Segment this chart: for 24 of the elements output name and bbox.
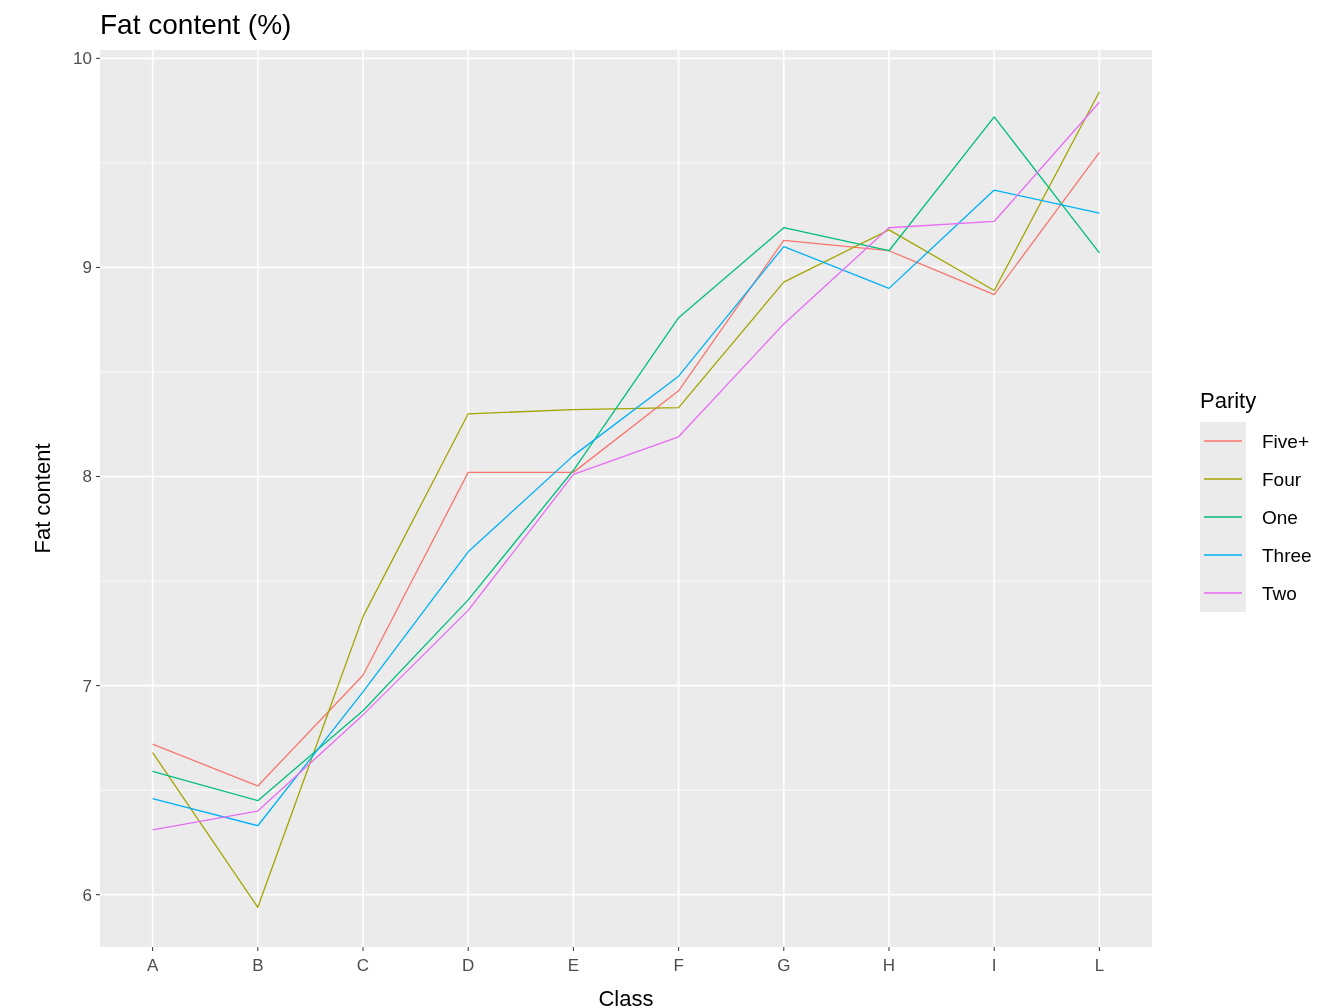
x-tick-label: L: [1094, 956, 1105, 975]
legend-label: Four: [1262, 468, 1302, 490]
x-tick-label: B: [252, 956, 264, 975]
legend-title: Parity: [1200, 388, 1257, 413]
x-tick-label: I: [991, 956, 997, 975]
x-tick-label: H: [882, 956, 896, 975]
y-tick-label: 8: [82, 467, 92, 487]
legend-label: Two: [1262, 582, 1297, 604]
legend-label: Three: [1262, 544, 1312, 566]
y-axis-title: Fat content: [30, 443, 55, 554]
legend-label: Five+: [1262, 430, 1309, 452]
x-tick-label: C: [356, 956, 370, 975]
legend-label: One: [1262, 506, 1298, 528]
y-tick-label: 9: [82, 258, 92, 278]
x-axis-title: Class: [598, 986, 654, 1008]
y-tick-label: 6: [82, 885, 92, 905]
y-tick-label: 10: [73, 49, 92, 69]
x-tick-label: E: [567, 956, 580, 975]
x-tick-label: D: [462, 956, 475, 975]
chart-title: Fat content (%): [100, 9, 292, 40]
y-tick-label: 7: [82, 676, 92, 696]
x-tick-label: F: [673, 956, 684, 975]
x-tick-label: A: [146, 956, 159, 975]
x-tick-label: G: [777, 956, 791, 975]
